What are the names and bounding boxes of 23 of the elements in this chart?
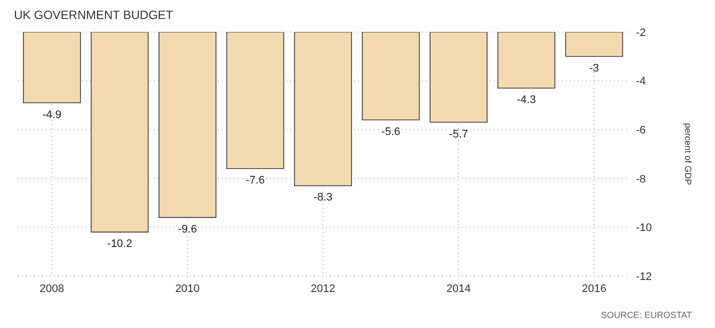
y-tick-label: -8 xyxy=(636,173,646,186)
data-label: -10.2 xyxy=(107,238,132,250)
x-tick-label: 2014 xyxy=(446,282,471,295)
data-label: -3 xyxy=(589,62,600,74)
y-tick-label: -10 xyxy=(636,222,652,234)
x-tick-label: 2012 xyxy=(310,282,336,295)
chart-title: UK GOVERNMENT BUDGET xyxy=(14,8,174,22)
data-label: -8.3 xyxy=(314,192,333,204)
x-tick-label: 2016 xyxy=(582,282,606,295)
data-label: -7.6 xyxy=(246,174,265,187)
source-note: SOURCE: EUROSTAT xyxy=(600,310,692,320)
y-tick-label: -6 xyxy=(636,124,646,137)
y-axis-title: percent of GDP xyxy=(682,122,693,186)
data-label: -4.9 xyxy=(42,108,62,121)
data-label: -4.3 xyxy=(516,94,536,106)
data-label: -5.6 xyxy=(381,126,400,138)
y-tick-label: -2 xyxy=(636,26,646,39)
y-tick-label: -12 xyxy=(636,270,652,283)
data-label: -5.7 xyxy=(449,128,468,140)
data-label: -9.6 xyxy=(178,223,197,236)
x-tick-label: 2010 xyxy=(175,282,200,295)
y-tick-label: -4 xyxy=(636,76,646,88)
x-tick-label: 2008 xyxy=(40,282,64,295)
